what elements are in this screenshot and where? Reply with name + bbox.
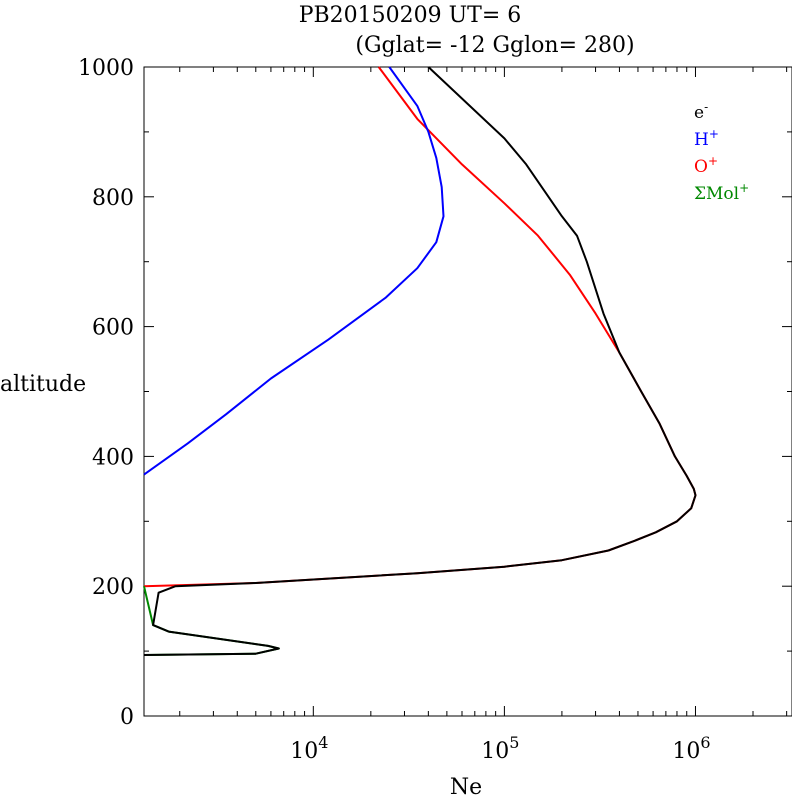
y-tick-label: 400 bbox=[92, 445, 134, 470]
series-line-2 bbox=[143, 66, 697, 588]
x-tick-label: 106 bbox=[672, 733, 710, 764]
series-line-1 bbox=[143, 66, 445, 476]
series-line-0 bbox=[143, 66, 697, 656]
x-tick-exponent: 6 bbox=[700, 733, 710, 752]
x-tick-exponent: 5 bbox=[509, 733, 519, 752]
y-axis-label: altitude bbox=[0, 372, 86, 397]
y-tick-label: 0 bbox=[120, 705, 134, 730]
chart-title: PB20150209 UT= 6 bbox=[299, 3, 522, 28]
y-tick-label: 800 bbox=[92, 186, 134, 211]
chart-subtitle: (Gglat= -12 Gglon= 280) bbox=[355, 33, 634, 58]
legend-sup: + bbox=[708, 154, 718, 168]
legend: e-H+O+ΣMol+ bbox=[694, 100, 749, 204]
legend-item-1: H+ bbox=[694, 127, 719, 150]
x-tick-base: 10 bbox=[481, 739, 509, 764]
legend-sup: - bbox=[704, 100, 708, 114]
x-tick-label: 104 bbox=[290, 733, 328, 764]
legend-name: e bbox=[694, 103, 704, 123]
x-tick-exponent: 4 bbox=[318, 733, 328, 752]
legend-item-2: O+ bbox=[694, 154, 718, 177]
legend-name: ΣMol bbox=[694, 184, 739, 204]
legend-sup: + bbox=[709, 127, 719, 141]
x-tick-base: 10 bbox=[672, 739, 700, 764]
legend-name: O bbox=[694, 157, 708, 177]
legend-sup: + bbox=[739, 181, 749, 195]
legend-name: H bbox=[694, 130, 709, 150]
x-tick-base: 10 bbox=[290, 739, 318, 764]
legend-item-3: ΣMol+ bbox=[694, 181, 749, 204]
x-axis-label: Ne bbox=[450, 775, 482, 796]
y-tick-label: 600 bbox=[92, 316, 134, 341]
x-tick-label: 105 bbox=[481, 733, 519, 764]
y-tick-label: 1000 bbox=[78, 56, 134, 81]
legend-item-0: e- bbox=[694, 100, 708, 123]
data-series bbox=[143, 66, 697, 656]
y-tick-label: 200 bbox=[92, 575, 134, 600]
